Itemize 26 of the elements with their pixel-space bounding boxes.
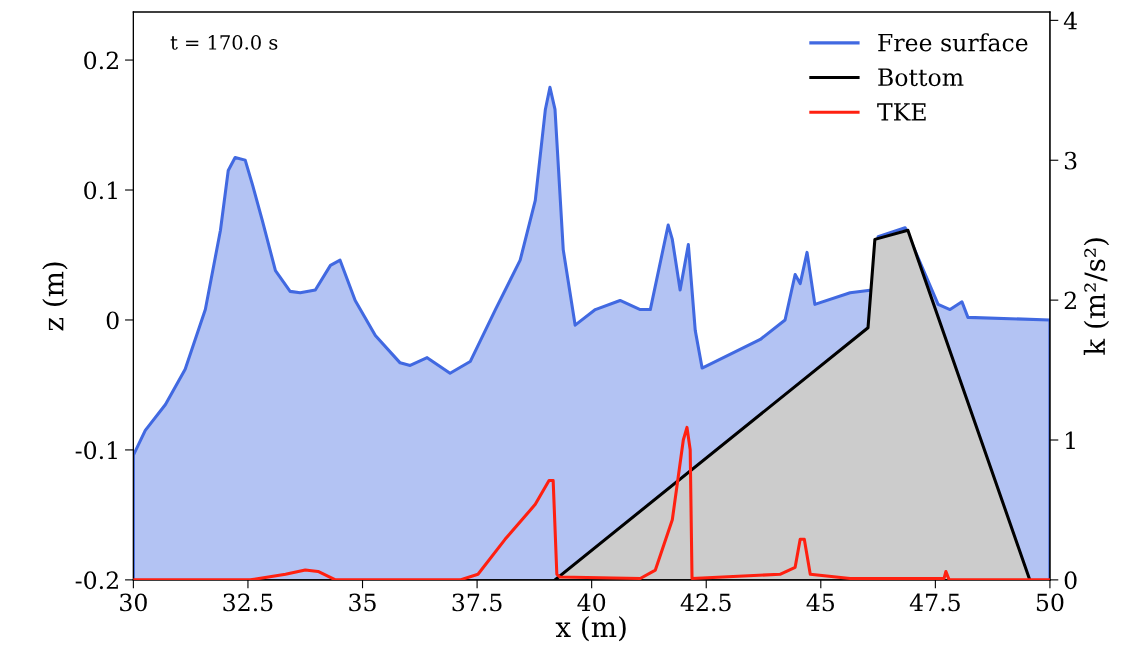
y-tick-label: 0.2 [84,51,118,70]
y-tick-label: -0.2 [75,571,118,590]
x-tick-label: 50 [1036,593,1064,612]
x-tick-label: 40 [577,593,606,612]
y2-tick-label: 3 [1064,151,1077,170]
x-tick-label: 45 [806,593,834,612]
annotation: t = 170.0 s [170,35,278,50]
y-tick-label: 0 [106,311,119,330]
y-tick-label: -0.1 [75,441,117,460]
x-tick-label: 32.5 [223,593,273,612]
y2-axis-title: k (m²/s²) [1083,238,1110,355]
legend-label: Bottom [878,68,964,87]
x-tick-label: 37.5 [452,593,502,612]
y2-tick-label: 2 [1064,291,1076,310]
x-tick-label: 35 [349,593,376,612]
y-axis-title: z (m) [42,262,68,331]
y-tick-label: 0.1 [84,181,117,200]
x-tick-label: 47.5 [909,593,960,612]
x-axis-title: x (m) [555,615,626,642]
legend-label: TKE [877,103,926,121]
y2-tick-label: 4 [1063,11,1077,30]
x-tick-label: 42.5 [680,593,731,612]
legend-label: Free surface [878,33,1028,52]
x-tick-label: 30 [120,593,147,612]
y2-tick-label: 0 [1064,571,1077,590]
y2-tick-label: 1 [1066,431,1075,449]
